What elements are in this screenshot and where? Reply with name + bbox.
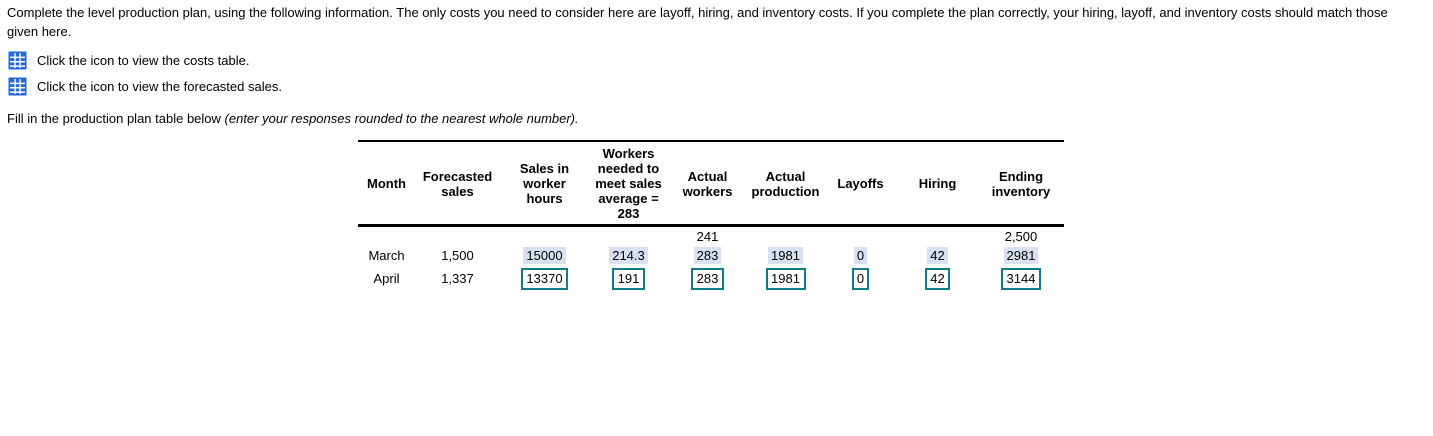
col-header-actual-production: Actual production bbox=[747, 141, 824, 227]
question-text: Complete the level production plan, usin… bbox=[7, 5, 1388, 39]
initial-actual-workers: 241 bbox=[696, 229, 719, 245]
costs-table-link-label: Click the icon to view the costs table. bbox=[37, 52, 250, 68]
april-workers-needed-input[interactable] bbox=[612, 267, 645, 290]
april-month-label: April bbox=[373, 271, 400, 286]
april-row: April 1,337 bbox=[358, 266, 1064, 292]
col-header-hiring: Hiring bbox=[897, 141, 978, 227]
col-header-workers-needed: Workers needed to meet sales average = 2… bbox=[589, 141, 668, 227]
forecasted-sales-link-row: Click the icon to view the forecasted sa… bbox=[8, 76, 282, 96]
april-actual-production-input[interactable] bbox=[765, 267, 806, 290]
april-hiring-input[interactable] bbox=[925, 267, 950, 290]
costs-table-link-row: Click the icon to view the costs table. bbox=[8, 50, 249, 70]
march-month-label: March bbox=[368, 247, 405, 263]
april-actual-workers-input[interactable] bbox=[691, 267, 724, 290]
march-sales-worker-hours-value: 15000 bbox=[523, 246, 566, 264]
col-header-layoffs: Layoffs bbox=[824, 141, 897, 227]
march-layoffs-value: 0 bbox=[853, 246, 868, 264]
initial-values-row: 241 2,500 bbox=[358, 226, 1064, 245]
table-grid-icon[interactable] bbox=[8, 77, 27, 96]
march-hiring-value: 42 bbox=[927, 246, 948, 264]
col-header-sales-worker-hours: Sales in worker hours bbox=[500, 141, 589, 227]
fill-in-instruction: Fill in the production plan table below … bbox=[7, 111, 907, 126]
forecasted-sales-link-label: Click the icon to view the forecasted sa… bbox=[37, 78, 282, 94]
table-grid-icon[interactable] bbox=[8, 51, 27, 70]
initial-ending-inventory: 2,500 bbox=[1004, 229, 1038, 245]
col-header-ending-inventory: Ending inventory bbox=[978, 141, 1064, 227]
header-row: Month Forecasted sales Sales in worker h… bbox=[358, 141, 1064, 227]
march-workers-needed-value: 214.3 bbox=[609, 246, 648, 264]
april-layoffs-input[interactable] bbox=[851, 267, 870, 290]
col-header-actual-workers: Actual workers bbox=[668, 141, 747, 227]
march-ending-inventory-value: 2981 bbox=[1003, 246, 1039, 264]
march-actual-workers-value: 283 bbox=[693, 246, 722, 264]
april-sales-worker-hours-input[interactable] bbox=[520, 267, 569, 290]
march-actual-production-value: 1981 bbox=[768, 246, 803, 264]
instruction-normal-text: Fill in the production plan table below bbox=[7, 111, 225, 126]
production-plan-table: Month Forecasted sales Sales in worker h… bbox=[358, 140, 1064, 292]
instruction-italic-text: (enter your responses rounded to the nea… bbox=[224, 111, 579, 126]
col-header-forecasted-sales: Forecasted sales bbox=[415, 141, 500, 227]
april-forecasted-sales: 1,337 bbox=[441, 271, 474, 286]
march-row: March 1,500 15000 214.3 283 1981 0 42 29… bbox=[358, 245, 1064, 266]
march-forecasted-sales: 1,500 bbox=[441, 247, 474, 263]
april-ending-inventory-input[interactable] bbox=[1001, 267, 1041, 290]
col-header-month: Month bbox=[358, 141, 415, 227]
